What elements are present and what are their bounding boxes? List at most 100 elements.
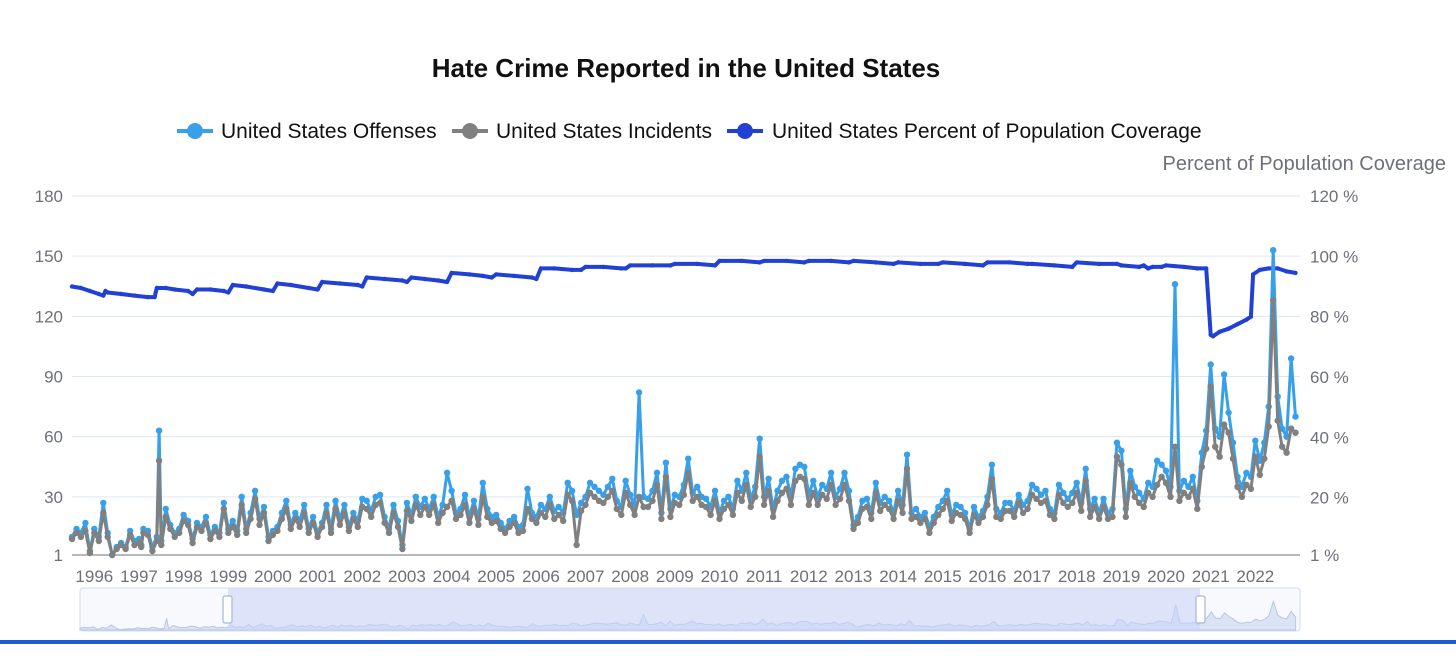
data-point-incidents: [260, 509, 268, 517]
data-point-offenses: [1145, 479, 1152, 486]
legend-item-offenses[interactable]: United States Offenses: [177, 120, 437, 143]
data-point-coverage: [261, 287, 267, 292]
data-point-incidents: [778, 489, 786, 496]
data-point-incidents: [792, 477, 799, 484]
zoom-handle-right[interactable]: [1195, 595, 1206, 624]
data-point-offenses: [1118, 447, 1125, 454]
data-point-incidents: [408, 517, 415, 525]
zoom-handle-left[interactable]: [222, 595, 233, 624]
data-point-incidents: [77, 533, 85, 541]
data-point-incidents: [1270, 297, 1277, 304]
data-point-offenses: [841, 469, 848, 476]
data-point-incidents: [1252, 453, 1259, 460]
data-point-offenses: [792, 465, 799, 472]
data-point-incidents: [1194, 505, 1201, 513]
data-point-incidents: [461, 501, 469, 509]
data-point-coverage: [337, 281, 343, 286]
right-axis-tick-label: 40 %: [1310, 428, 1349, 447]
data-point-incidents: [1015, 499, 1022, 507]
zoom-selected-range[interactable]: [228, 588, 1200, 631]
data-point-incidents: [274, 527, 281, 535]
data-point-incidents: [426, 511, 433, 519]
data-point-coverage: [87, 288, 93, 294]
data-point-incidents: [1127, 479, 1134, 486]
data-point-incidents: [653, 481, 661, 488]
data-point-incidents: [1024, 505, 1031, 513]
data-point-incidents: [452, 515, 460, 523]
x-axis-tick-label: 2020: [1147, 567, 1185, 586]
data-point-incidents: [198, 527, 205, 535]
data-point-incidents: [176, 529, 183, 537]
data-point-incidents: [323, 509, 330, 517]
data-point-incidents: [975, 519, 982, 527]
data-point-incidents: [783, 485, 790, 492]
data-point-incidents: [1287, 425, 1295, 432]
data-point-incidents: [568, 497, 576, 504]
data-point-coverage: [154, 285, 159, 291]
x-axis-tick-label: 2013: [835, 567, 873, 586]
data-point-coverage: [1217, 329, 1222, 334]
x-axis-tick-label: 2002: [343, 567, 381, 586]
data-point-incidents: [363, 505, 370, 513]
right-axis-tick-label: 20 %: [1310, 489, 1349, 508]
data-point-offenses: [734, 477, 741, 484]
data-point-coverage: [895, 260, 901, 265]
data-point-incidents: [91, 529, 98, 537]
data-point-incidents: [528, 515, 536, 523]
data-point-coverage: [1052, 263, 1057, 268]
data-point-coverage: [400, 278, 405, 283]
data-zoom-slider[interactable]: [79, 587, 1301, 632]
data-point-incidents: [827, 481, 835, 488]
data-point-offenses: [801, 463, 808, 470]
data-point-coverage: [712, 263, 718, 268]
data-point-offenses: [970, 503, 978, 511]
data-point-incidents: [1051, 515, 1058, 523]
data-point-offenses: [957, 503, 964, 511]
data-point-incidents: [921, 515, 929, 523]
data-point-coverage: [650, 263, 655, 268]
data-point-incidents: [551, 515, 558, 523]
x-axis-tick-label: 2021: [1192, 567, 1230, 586]
legend-item-coverage[interactable]: United States Percent of Population Cove…: [727, 120, 1202, 143]
data-point-coverage: [444, 279, 450, 285]
data-point-incidents: [1122, 513, 1130, 521]
data-point-incidents: [577, 507, 585, 515]
data-point-offenses: [238, 493, 245, 500]
left-axis-tick-label: 90: [44, 368, 63, 387]
data-point-incidents: [694, 493, 701, 500]
data-point-incidents: [1158, 473, 1165, 480]
data-point-incidents: [560, 517, 567, 525]
data-point-incidents: [251, 495, 259, 502]
data-point-coverage: [873, 260, 878, 265]
data-point-offenses: [309, 513, 317, 521]
data-point-coverage: [940, 260, 945, 265]
data-point-incidents: [1167, 493, 1174, 500]
data-point-coverage: [578, 267, 584, 273]
data-point-incidents: [1185, 493, 1192, 500]
data-point-offenses: [595, 487, 603, 494]
data-point-offenses: [653, 469, 661, 476]
data-point-incidents: [1203, 445, 1210, 452]
data-point-incidents: [591, 493, 598, 500]
data-point-incidents: [810, 489, 817, 496]
data-point-offenses: [229, 517, 236, 525]
data-point-incidents: [734, 489, 741, 496]
data-point-incidents: [961, 515, 969, 523]
data-point-coverage: [1141, 263, 1146, 268]
data-point-offenses: [912, 505, 920, 513]
data-point-incidents: [403, 507, 411, 515]
data-point-incidents: [662, 473, 670, 480]
data-point-incidents: [341, 509, 348, 517]
data-point-offenses: [743, 469, 750, 476]
data-point-offenses: [283, 497, 290, 504]
data-point-incidents: [430, 501, 437, 509]
data-point-coverage: [761, 258, 767, 264]
legend-item-incidents[interactable]: United States Incidents: [452, 120, 712, 143]
data-point-coverage: [244, 284, 249, 289]
data-point-incidents: [1189, 485, 1197, 492]
data-point-coverage: [851, 258, 856, 264]
data-point-incidents: [448, 497, 455, 504]
legend-coverage-marker: [737, 123, 753, 139]
data-point-coverage: [1195, 266, 1200, 271]
x-axis-tick-label: 2010: [701, 567, 739, 586]
